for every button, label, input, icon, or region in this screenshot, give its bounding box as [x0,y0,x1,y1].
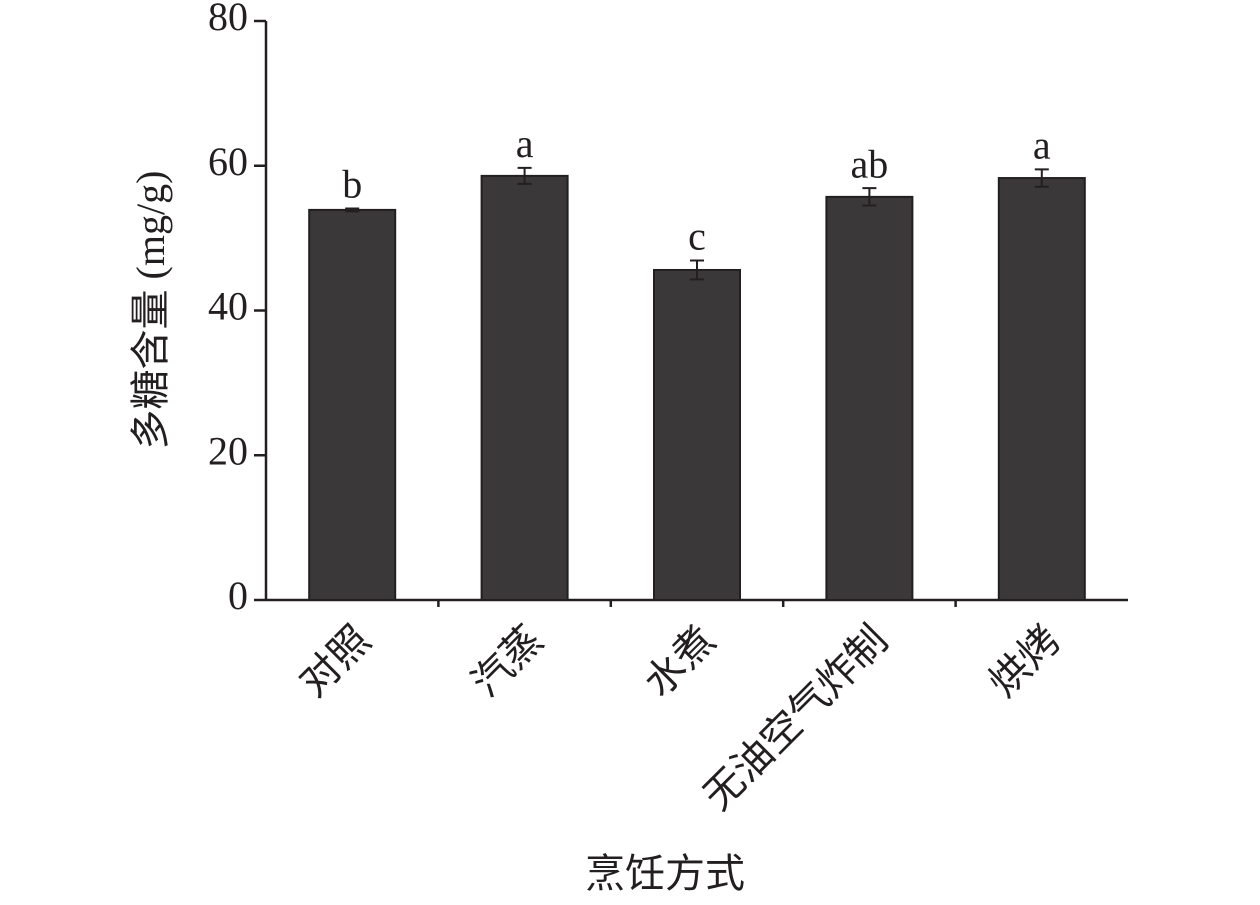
significance-label: ab [851,141,889,186]
error-bar [345,207,360,213]
x-tick-label: 水煮 [635,617,723,705]
bar [480,174,569,601]
significance-label: a [1033,123,1051,168]
bar [308,208,397,601]
error-bar [690,259,704,281]
bar [997,177,1086,602]
x-tick-label: 对照 [291,617,379,705]
error-bar [862,187,877,207]
x-axis-title: 烹饪方式 [585,851,745,896]
y-tick-label: 0 [228,573,248,618]
y-axis-title: 多糖含量 (mg/g) [128,171,173,450]
significance-label: b [342,162,362,207]
y-tick-label: 60 [208,139,248,184]
y-tick-label: 80 [208,0,248,39]
y-tick-label: 40 [208,284,248,329]
error-bar [1034,168,1049,188]
x-tick-label: 汽蒸 [463,617,551,705]
significance-label: c [688,214,706,259]
bar [653,268,741,601]
error-bar [517,166,532,185]
significance-label: a [516,121,534,166]
x-tick-label: 烘烤 [980,617,1068,705]
y-tick-label: 20 [208,428,248,473]
bar [825,195,914,601]
x-tick-label: 无油空气炸制 [695,617,897,819]
